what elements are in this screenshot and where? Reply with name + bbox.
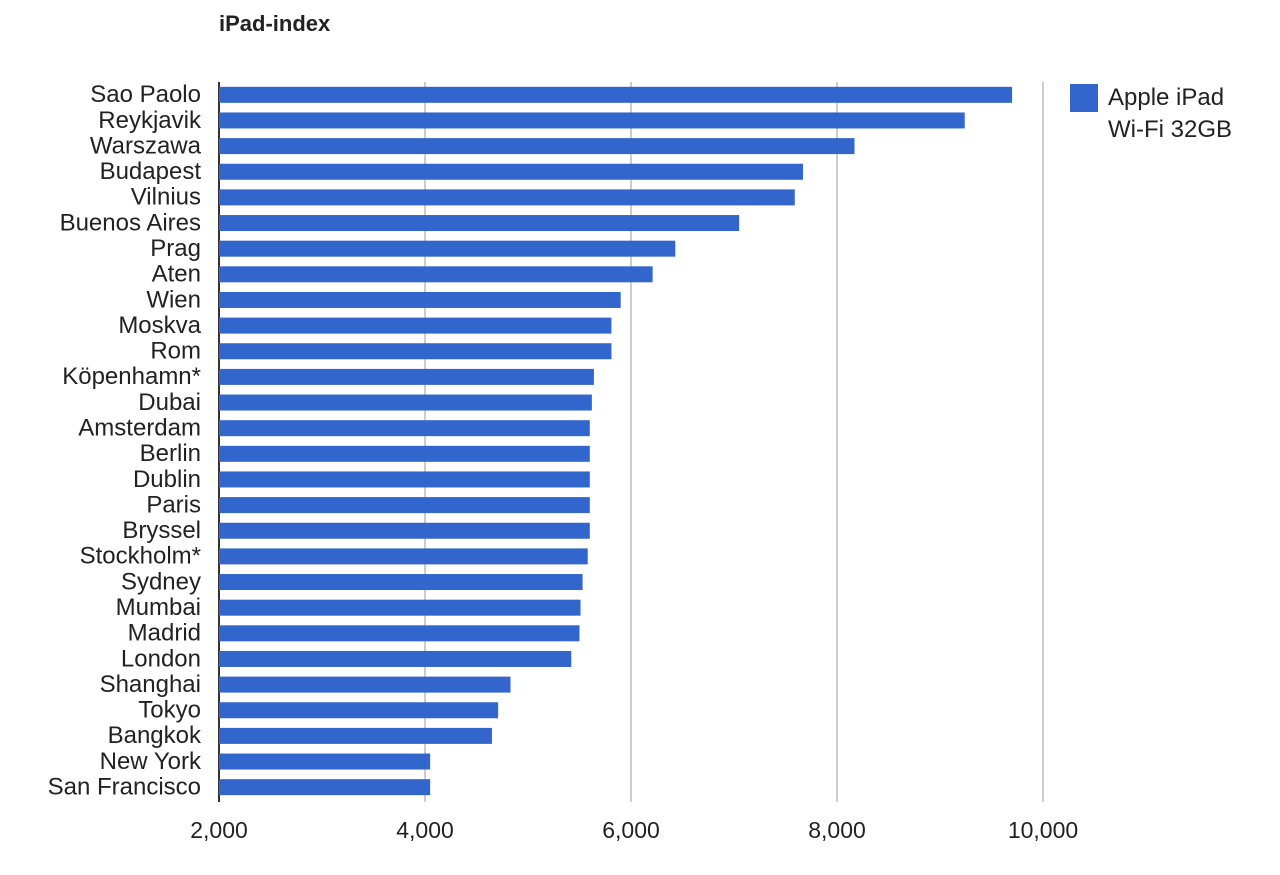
- y-tick-label: Sao Paolo: [90, 81, 201, 108]
- bar: [219, 138, 855, 155]
- bar: [219, 779, 431, 796]
- y-tick-label: Rom: [150, 338, 201, 365]
- x-tick-label: 8,000: [808, 817, 866, 843]
- bar: [219, 445, 590, 462]
- legend-label: Apple iPad Wi-Fi 32GB: [1108, 84, 1233, 143]
- y-tick-label: London: [121, 645, 201, 672]
- y-tick-label: Dublin: [133, 466, 201, 493]
- bar: [219, 574, 583, 591]
- y-tick-label: Budapest: [100, 158, 202, 185]
- y-tick-label: Reykjavik: [98, 107, 202, 134]
- y-tick-label: Bangkok: [108, 722, 202, 749]
- x-tick-label: 10,000: [1008, 817, 1078, 843]
- y-tick-label: Tokyo: [138, 697, 201, 724]
- y-tick-label: Buenos Aires: [60, 209, 201, 236]
- y-tick-label: Moskva: [118, 312, 201, 339]
- y-tick-label: Sydney: [121, 568, 201, 595]
- y-tick-label: Wien: [146, 286, 201, 313]
- bar: [219, 189, 795, 206]
- y-tick-label: Paris: [146, 491, 201, 518]
- bar: [219, 112, 965, 129]
- bar: [219, 471, 590, 488]
- legend: Apple iPad Wi-Fi 32GB: [1070, 82, 1258, 146]
- bar: [219, 343, 612, 360]
- bar: [219, 291, 621, 308]
- y-tick-label: Prag: [150, 235, 201, 262]
- x-tick-label: 4,000: [396, 817, 454, 843]
- x-tick-label: 6,000: [602, 817, 660, 843]
- y-tick-label: Köpenhamn*: [62, 363, 201, 390]
- y-tick-label: Amsterdam: [78, 415, 201, 442]
- bar: [219, 753, 431, 770]
- bar: [219, 368, 594, 385]
- bar: [219, 727, 492, 744]
- bar: [219, 676, 511, 693]
- bar: [219, 215, 740, 232]
- bar: [219, 266, 653, 283]
- bar: [219, 420, 590, 437]
- y-tick-label: San Francisco: [48, 774, 201, 801]
- y-tick-label: Mumbai: [116, 594, 201, 621]
- bar: [219, 394, 592, 411]
- bar: [219, 240, 676, 257]
- bar: [219, 317, 612, 334]
- y-tick-label: Dubai: [138, 389, 201, 416]
- bar: [219, 702, 499, 719]
- bar: [219, 625, 580, 642]
- y-tick-label: Berlin: [140, 440, 201, 467]
- x-tick-label: 2,000: [190, 817, 248, 843]
- y-tick-label: New York: [100, 748, 202, 775]
- bar: [219, 522, 590, 539]
- legend-swatch: [1070, 84, 1098, 112]
- bar: [219, 599, 581, 616]
- y-tick-label: Aten: [152, 261, 201, 288]
- y-tick-label: Bryssel: [122, 517, 201, 544]
- y-tick-label: Warszawa: [90, 132, 202, 159]
- bar: [219, 548, 588, 565]
- bar: [219, 650, 572, 667]
- chart-title: iPad-index: [219, 11, 331, 36]
- y-tick-label: Vilnius: [131, 184, 201, 211]
- y-tick-label: Stockholm*: [80, 543, 201, 570]
- bar: [219, 497, 590, 514]
- bar: [219, 163, 804, 180]
- y-tick-label: Madrid: [128, 620, 201, 647]
- bar: [219, 86, 1013, 103]
- y-tick-label: Shanghai: [100, 671, 201, 698]
